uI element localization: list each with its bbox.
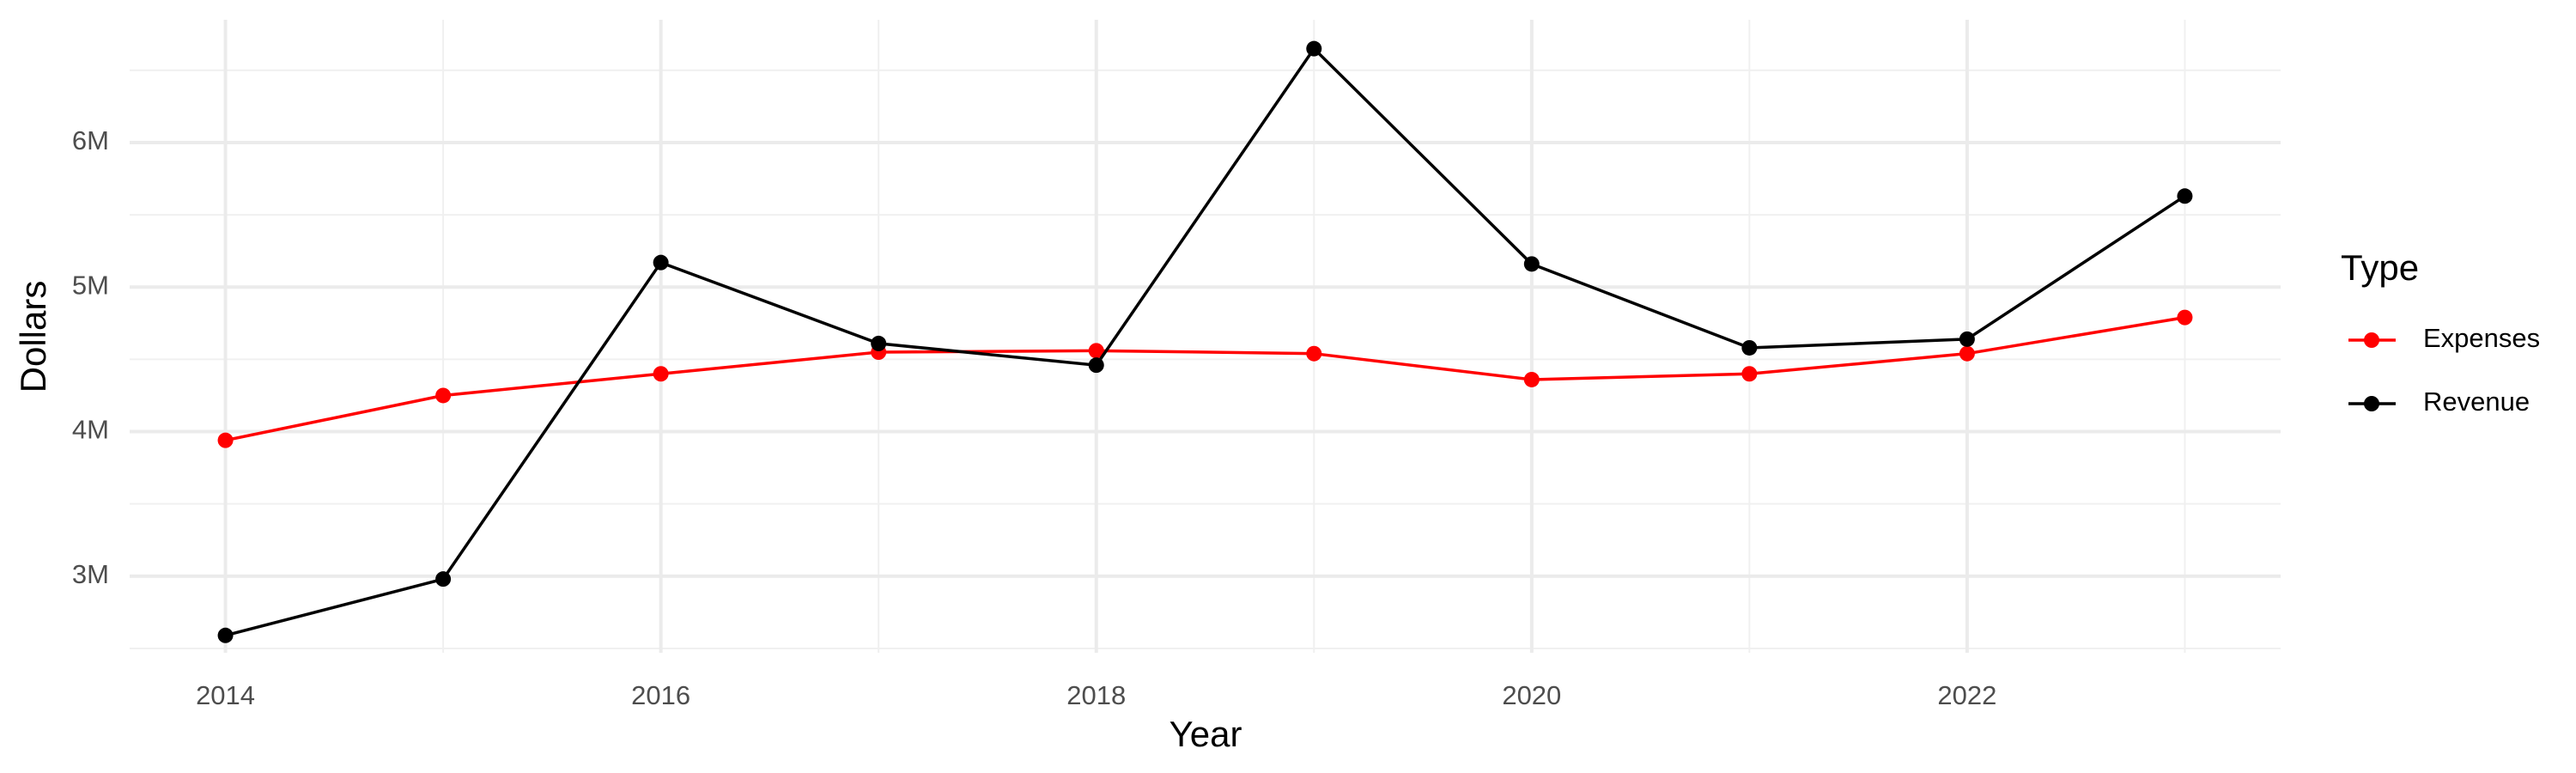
y-tick-label: 4M bbox=[72, 415, 109, 445]
legend-title: Type bbox=[2341, 247, 2419, 288]
y-tick-label: 6M bbox=[72, 125, 109, 155]
data-point bbox=[435, 571, 452, 587]
data-point bbox=[1741, 366, 1758, 382]
data-point bbox=[1959, 331, 1975, 347]
x-tick-label: 2016 bbox=[631, 680, 690, 710]
legend-key-point bbox=[2364, 396, 2379, 411]
data-point bbox=[871, 335, 887, 351]
data-point bbox=[1741, 339, 1758, 356]
x-tick-label: 2020 bbox=[1502, 680, 1561, 710]
y-axis-title: Dollars bbox=[13, 281, 53, 393]
data-point bbox=[1959, 345, 1975, 362]
data-point bbox=[2177, 309, 2193, 326]
data-point bbox=[1523, 256, 1540, 272]
data-point bbox=[2177, 188, 2193, 204]
series-line bbox=[225, 315, 2185, 442]
y-tick-label: 5M bbox=[72, 270, 109, 300]
x-tick-label: 2022 bbox=[1937, 680, 1996, 710]
data-point bbox=[1088, 343, 1104, 359]
data-point bbox=[217, 627, 234, 643]
y-tick-label: 3M bbox=[72, 559, 109, 589]
series-line bbox=[225, 46, 2186, 637]
data-point bbox=[1306, 345, 1322, 362]
x-axis-title: Year bbox=[1170, 714, 1242, 754]
data-point bbox=[1523, 371, 1540, 387]
data-point bbox=[217, 432, 234, 448]
data-point bbox=[653, 254, 669, 271]
data-point bbox=[1088, 357, 1104, 374]
x-tick-label: 2018 bbox=[1066, 680, 1126, 710]
legend-label: Expenses bbox=[2423, 323, 2540, 353]
legend-key-point bbox=[2364, 332, 2379, 348]
data-point bbox=[1306, 40, 1322, 57]
legend-label: Revenue bbox=[2423, 386, 2530, 417]
data-point bbox=[435, 387, 452, 404]
data-point bbox=[653, 366, 669, 382]
x-tick-label: 2014 bbox=[196, 680, 255, 710]
